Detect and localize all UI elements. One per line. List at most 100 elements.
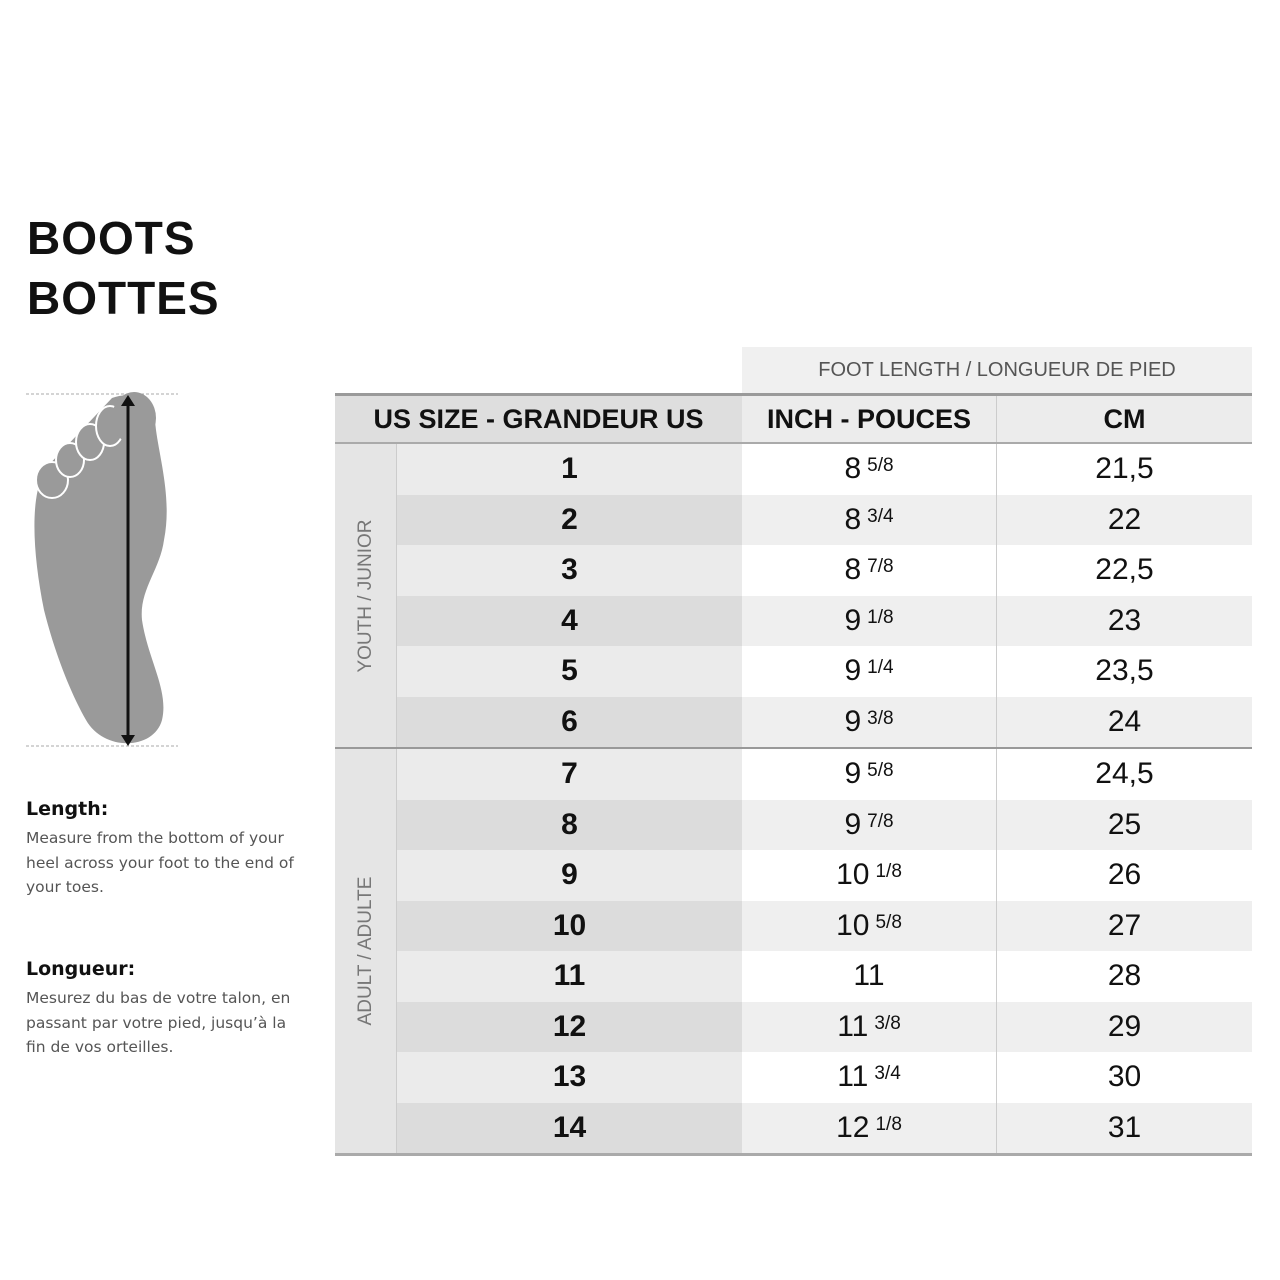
inch-cell: 12 1/8 — [742, 1102, 997, 1153]
inch-whole: 8 — [844, 452, 862, 486]
group-label-text: YOUTH / JUNIOR — [354, 518, 376, 673]
us-size: 8 — [397, 799, 742, 850]
cm-cell: 24 — [997, 696, 1252, 747]
table-row: 3 8 7/8 22,5 — [397, 545, 1252, 596]
inch-fraction: 3/8 — [874, 1012, 901, 1034]
inch-cell: 10 1/8 — [742, 850, 997, 901]
us-size: 13 — [397, 1052, 742, 1103]
table-row: 6 9 3/8 24 — [397, 696, 1252, 747]
inch-fraction: 5/8 — [867, 760, 894, 782]
inch-fraction: 1/8 — [867, 606, 894, 628]
us-size: 3 — [397, 545, 742, 596]
inch-cell: 9 5/8 — [742, 749, 997, 800]
us-size: 5 — [397, 646, 742, 697]
table-header: US SIZE - GRANDEUR US INCH - POUCES CM — [335, 393, 1252, 444]
title-en: BOOTS — [27, 212, 196, 264]
table-row: 2 8 3/4 22 — [397, 494, 1252, 545]
inch-cell: 10 5/8 — [742, 900, 997, 951]
note-text: Measure from the bottom of your heel acr… — [26, 829, 294, 896]
us-size: 10 — [397, 900, 742, 951]
cm-cell: 23,5 — [1095, 654, 1154, 688]
size-group: ADULT / ADULTE 7 9 5/8 24,5 8 9 7/8 25 9 1… — [335, 749, 1252, 1156]
inch-cell: 11 3/8 — [742, 1001, 997, 1052]
inch-cell: 8 3/4 — [742, 494, 997, 545]
table-row: 13 11 3/4 30 — [397, 1052, 1252, 1103]
group-label: ADULT / ADULTE — [335, 749, 397, 1153]
inch-whole: 9 — [844, 603, 862, 637]
foot-length-header: FOOT LENGTH / LONGUEUR DE PIED — [742, 347, 1252, 393]
group-label-text: ADULT / ADULTE — [354, 876, 376, 1026]
us-size: 1 — [397, 444, 742, 495]
inch-fraction: 7/8 — [867, 556, 894, 578]
inch-cell: 11 3/4 — [742, 1052, 997, 1103]
table-row: 10 10 5/8 27 — [397, 900, 1252, 951]
inch-whole: 9 — [844, 807, 862, 841]
length-note-fr: Longueur: Mesurez du bas de votre talon,… — [26, 958, 296, 1060]
col-cm: CM — [997, 396, 1252, 442]
inch-cell: 8 5/8 — [742, 444, 997, 495]
table-row: 14 12 1/8 31 — [397, 1102, 1252, 1153]
us-size: 2 — [397, 494, 742, 545]
inch-whole: 10 — [836, 858, 870, 892]
note-heading: Length: — [26, 798, 109, 820]
note-text: Mesurez du bas de votre talon, en passan… — [26, 989, 291, 1056]
inch-whole: 9 — [844, 704, 862, 738]
cm-cell: 26 — [1107, 858, 1142, 892]
inch-cell: 8 7/8 — [742, 545, 997, 596]
cm-cell: 29 — [997, 1001, 1252, 1052]
cm-cell: 22 — [997, 494, 1252, 545]
note-heading: Longueur: — [26, 958, 136, 980]
us-size: 12 — [397, 1001, 742, 1052]
length-note-en: Length: Measure from the bottom of your … — [26, 798, 296, 900]
inch-whole: 11 — [853, 959, 885, 993]
inch-fraction: 1/8 — [875, 1113, 902, 1135]
cm-cell: 24,5 — [1095, 757, 1154, 791]
inch-whole: 11 — [837, 1009, 869, 1043]
inch-cell: 9 7/8 — [742, 799, 997, 850]
table-row: 7 9 5/8 24,5 — [397, 749, 1252, 800]
inch-cell: 9 1/4 — [742, 646, 997, 697]
us-size: 11 — [397, 951, 742, 1002]
inch-fraction: 3/4 — [874, 1063, 901, 1085]
inch-whole: 8 — [844, 553, 862, 587]
table-row: 5 9 1/4 23,5 — [397, 646, 1252, 697]
inch-cell: 9 1/8 — [742, 595, 997, 646]
table-row: 11 11 28 — [397, 951, 1252, 1002]
inch-whole: 9 — [844, 654, 862, 688]
cm-cell: 28 — [1107, 959, 1142, 993]
cm-cell: 22,5 — [1095, 553, 1154, 587]
inch-cell: 11 — [742, 951, 997, 1002]
inch-fraction: 1/4 — [867, 657, 894, 679]
inch-fraction: 5/8 — [875, 911, 902, 933]
cm-cell: 27 — [997, 900, 1252, 951]
foot-length-icon — [26, 392, 178, 747]
us-size: 14 — [397, 1102, 742, 1153]
inch-whole: 8 — [844, 502, 862, 536]
inch-fraction: 7/8 — [867, 810, 894, 832]
group-label: YOUTH / JUNIOR — [335, 444, 397, 747]
cm-cell: 30 — [1107, 1060, 1142, 1094]
us-size: 7 — [397, 749, 742, 800]
us-size: 4 — [397, 595, 742, 646]
table-row: 4 9 1/8 23 — [397, 595, 1252, 646]
cm-cell: 25 — [997, 799, 1252, 850]
us-size: 6 — [397, 696, 742, 747]
size-group: YOUTH / JUNIOR 1 8 5/8 21,5 2 8 3/4 22 3 8… — [335, 444, 1252, 749]
inch-fraction: 3/8 — [867, 707, 894, 729]
col-us-size: US SIZE - GRANDEUR US — [335, 396, 742, 442]
size-table: US SIZE - GRANDEUR US INCH - POUCES CM Y… — [335, 393, 1252, 1156]
title-fr: BOTTES — [27, 272, 220, 324]
inch-cell: 9 3/8 — [742, 696, 997, 747]
cm-cell: 31 — [997, 1102, 1252, 1153]
inch-whole: 12 — [836, 1110, 870, 1144]
inch-fraction: 5/8 — [867, 455, 894, 477]
table-row: 9 10 1/8 26 — [397, 850, 1252, 901]
inch-fraction: 1/8 — [875, 861, 902, 883]
inch-whole: 9 — [844, 757, 862, 791]
inch-whole: 10 — [836, 908, 870, 942]
page-title: BOOTS BOTTES — [27, 208, 220, 328]
col-inch: INCH - POUCES — [742, 396, 997, 442]
inch-whole: 11 — [837, 1060, 869, 1094]
cm-cell: 23 — [997, 595, 1252, 646]
table-row: 1 8 5/8 21,5 — [397, 444, 1252, 495]
